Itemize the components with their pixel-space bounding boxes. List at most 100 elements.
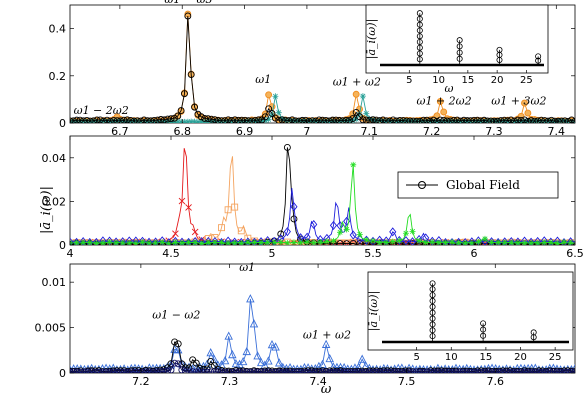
bottom-data-point: [416, 368, 424, 373]
bottom-annotation-1: ω1: [239, 261, 255, 274]
top-data-point: [235, 118, 242, 123]
bottom-data-point: [174, 360, 182, 368]
top-data-point: [473, 116, 481, 123]
bottom-data-point: [394, 368, 402, 373]
top-inset-xtick-label: 20: [491, 75, 504, 86]
bottom-data-point: [308, 368, 316, 373]
middle-data-point: [231, 240, 238, 245]
middle-data-point: [383, 239, 390, 245]
bottom-data-point: [373, 368, 381, 373]
middle-data-point: [283, 143, 291, 151]
bottom-data-point: [80, 368, 88, 373]
middle-data-point: [159, 239, 166, 245]
middle-data-point: [250, 237, 259, 245]
top-data-point: [561, 117, 569, 123]
bottom-plot-area: [70, 294, 575, 373]
top-data-point: [316, 119, 323, 123]
middle-data-point: [408, 237, 417, 245]
bottom-data-point: [166, 360, 176, 369]
bottom-data-point: [362, 368, 370, 373]
top-ytick-label: 0.2: [49, 70, 67, 83]
top-data-point: [518, 119, 525, 123]
bottom-data-point: [206, 348, 215, 357]
bottom-data-point: [246, 294, 255, 303]
bottom-data-point: [189, 368, 197, 373]
top-data-point: [275, 109, 282, 116]
top-data-point: [531, 117, 539, 123]
top-data-point: [204, 115, 212, 123]
bottom-data-point: [153, 368, 161, 373]
middle-data-point: [93, 240, 100, 245]
top-data-point: [214, 117, 222, 123]
top-data-point: [497, 117, 505, 123]
middle-data-point: [448, 237, 456, 245]
bottom-data-point: [539, 368, 546, 373]
top-data-point: [551, 119, 558, 123]
middle-data-point: [435, 239, 442, 245]
bottom-data-point: [495, 368, 503, 373]
top-data-point: [501, 118, 508, 123]
middle-data-point: [218, 224, 225, 232]
bottom-inset-stem-marker: [429, 303, 436, 310]
middle-data-point: [152, 239, 159, 245]
bottom-data-point: [398, 368, 406, 373]
middle-data-point: [349, 240, 357, 245]
top-data-point: [325, 117, 333, 123]
top-data-point: [73, 116, 81, 123]
bottom-data-point: [120, 368, 128, 373]
middle-data-point: [349, 230, 357, 240]
bottom-inset-xtick-label: 20: [514, 352, 527, 363]
top-data-point: [107, 119, 114, 123]
middle-data-point: [119, 237, 127, 245]
middle-data-point: [514, 237, 522, 245]
middle-data-point: [323, 238, 330, 245]
bottom-data-point: [380, 368, 388, 373]
top-data-point: [161, 118, 168, 123]
bottom-data-point: [267, 339, 277, 349]
top-data-point: [207, 115, 215, 123]
middle-xtick-label: 4.5: [162, 247, 180, 260]
bottom-data-point: [70, 368, 74, 373]
top-data-point: [224, 116, 232, 123]
bottom-inset-stem-marker: [429, 333, 436, 340]
middle-data-point: [178, 240, 185, 245]
top-data-point: [221, 117, 229, 123]
top-data-point: [143, 117, 151, 123]
top-data-point: [423, 116, 431, 123]
top-data-point: [184, 12, 192, 20]
top-data-point: [312, 117, 320, 123]
top-data-point: [265, 91, 273, 99]
top-data-point: [494, 117, 502, 123]
top-data-point: [433, 117, 441, 123]
top-data-point: [541, 117, 549, 123]
bottom-data-point: [409, 368, 417, 373]
middle-data-point: [534, 236, 542, 245]
top-data-point: [440, 116, 448, 123]
middle-data-point: [119, 240, 126, 245]
bottom-data-point: [163, 362, 172, 371]
bottom-data-point: [275, 368, 283, 373]
top-data-point: [329, 116, 337, 123]
bottom-data-point: [261, 368, 269, 373]
bottom-data-point: [369, 368, 377, 373]
middle-data-point: [165, 240, 172, 245]
top-data-point: [504, 118, 511, 123]
bottom-inset-xtick-label: 5: [413, 352, 419, 363]
top-data-point: [524, 117, 532, 123]
top-data-point: [221, 118, 228, 123]
top-data-point: [359, 93, 366, 100]
bottom-data-point: [463, 368, 471, 373]
middle-xtick-label: 6: [471, 247, 478, 260]
top-data-point: [134, 118, 141, 123]
top-data-point: [285, 117, 293, 123]
bottom-data-point: [347, 368, 355, 373]
bottom-inset-stem-marker: [429, 280, 436, 287]
top-data-point: [470, 116, 478, 123]
bottom-data-point: [239, 368, 247, 373]
top-inset-xtick-label: 10: [432, 75, 445, 86]
middle-xtick-label: 6.5: [566, 247, 584, 260]
top-data-point: [369, 116, 377, 123]
bottom-ytick-label: 0: [59, 367, 66, 380]
middle-data-point: [343, 226, 350, 233]
bottom-data-point: [225, 368, 233, 373]
